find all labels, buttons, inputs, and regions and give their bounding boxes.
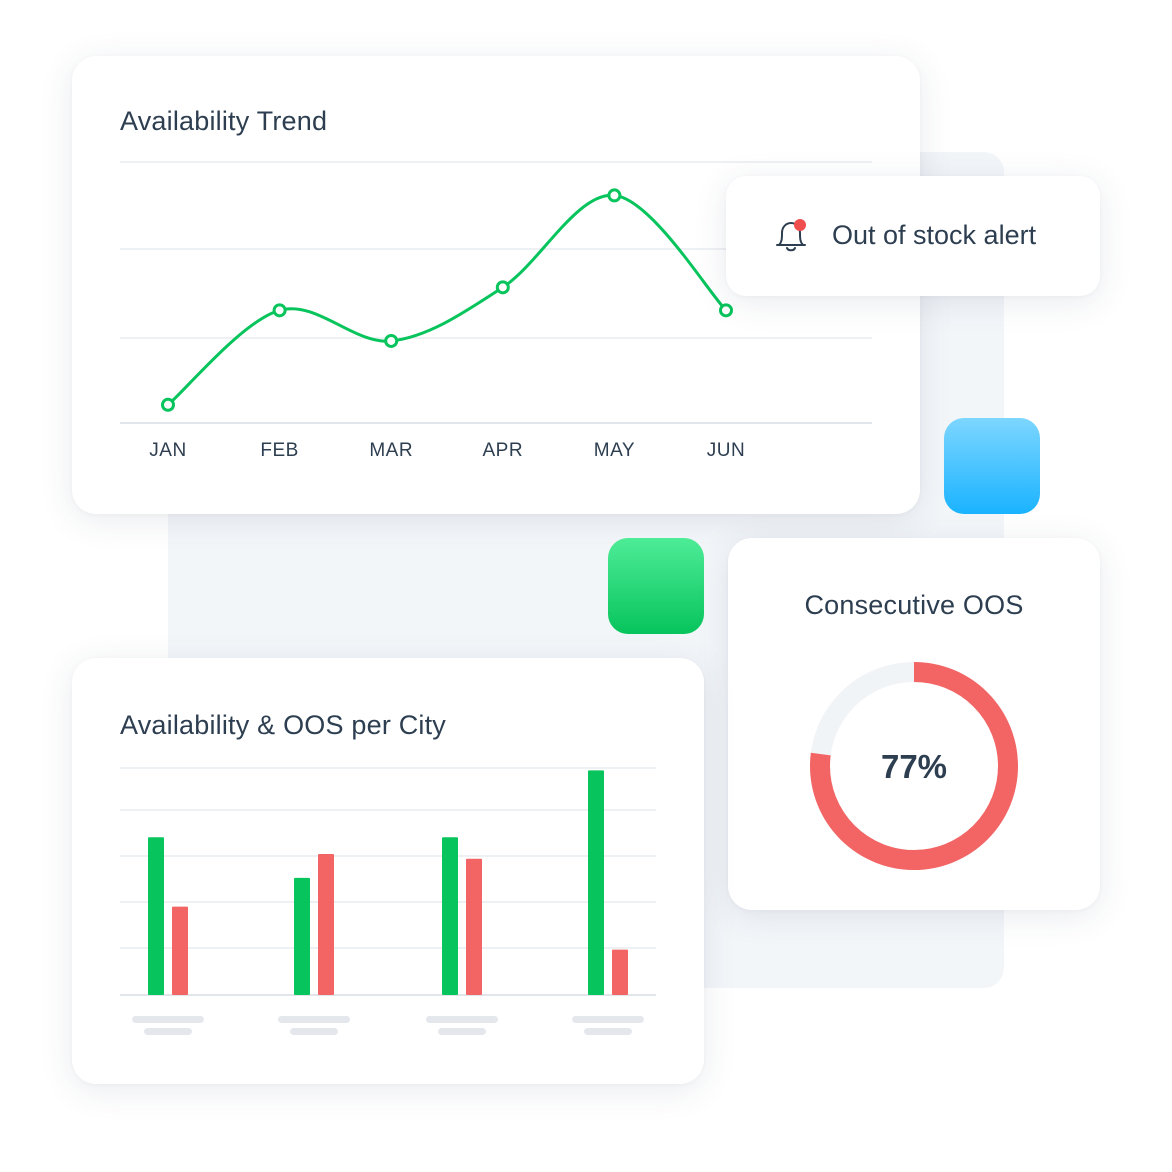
availability-trend-chart: JAN FEB MAR APR MAY JUN xyxy=(120,161,872,461)
x-tick-label-mar: MAR xyxy=(369,440,413,461)
oos-bar-1 xyxy=(172,906,188,995)
availability-bar-2 xyxy=(294,877,310,995)
category-label-placeholder xyxy=(132,1016,204,1023)
category-label-placeholder xyxy=(426,1016,498,1023)
x-tick-label-may: MAY xyxy=(594,440,635,461)
trend-line xyxy=(166,193,728,407)
availability-bar-3 xyxy=(442,837,458,995)
category-label-placeholder xyxy=(572,1016,644,1023)
data-point-mar xyxy=(384,333,399,348)
availability-oos-city-title: Availability & OOS per City xyxy=(120,710,447,740)
x-tick-label-jun: JUN xyxy=(707,440,745,461)
oos-bar-2 xyxy=(318,853,334,995)
oos-bar-3 xyxy=(466,858,482,995)
donut-percentage-label: 77% xyxy=(881,748,947,785)
category-sublabel-placeholder xyxy=(584,1028,632,1035)
donut-value-arc xyxy=(810,662,1018,870)
consecutive-oos-donut: 77% xyxy=(810,662,1018,870)
availability-trend-title: Availability Trend xyxy=(120,106,328,136)
x-tick-label-jan: JAN xyxy=(149,440,186,461)
alert-label: Out of stock alert xyxy=(832,220,1037,250)
availability-oos-city-chart xyxy=(120,767,656,1035)
out-of-stock-alert-card[interactable]: Out of stock alert xyxy=(726,176,1100,296)
consecutive-oos-card: Consecutive OOS 77% xyxy=(728,538,1100,910)
notification-dot xyxy=(794,219,806,231)
blue-decorative-tile xyxy=(944,418,1040,514)
consecutive-oos-title: Consecutive OOS xyxy=(804,590,1024,620)
category-label-placeholder xyxy=(278,1016,350,1023)
bell-notification-icon xyxy=(776,219,806,252)
category-sublabel-placeholder xyxy=(290,1028,338,1035)
oos-bar-4 xyxy=(612,949,628,995)
availability-bar-1 xyxy=(148,837,164,995)
data-point-jun xyxy=(719,303,733,318)
category-sublabel-placeholder xyxy=(438,1028,486,1035)
x-tick-label-feb: FEB xyxy=(260,440,298,461)
data-point-apr xyxy=(495,280,510,295)
x-tick-label-apr: APR xyxy=(483,440,524,461)
green-decorative-tile xyxy=(608,538,704,634)
data-point-feb xyxy=(272,303,287,318)
data-point-may xyxy=(607,188,622,203)
availability-bar-4 xyxy=(588,770,604,995)
data-point-jan xyxy=(161,397,175,412)
availability-oos-city-card: Availability & OOS per City xyxy=(72,658,704,1084)
category-sublabel-placeholder xyxy=(144,1028,192,1035)
